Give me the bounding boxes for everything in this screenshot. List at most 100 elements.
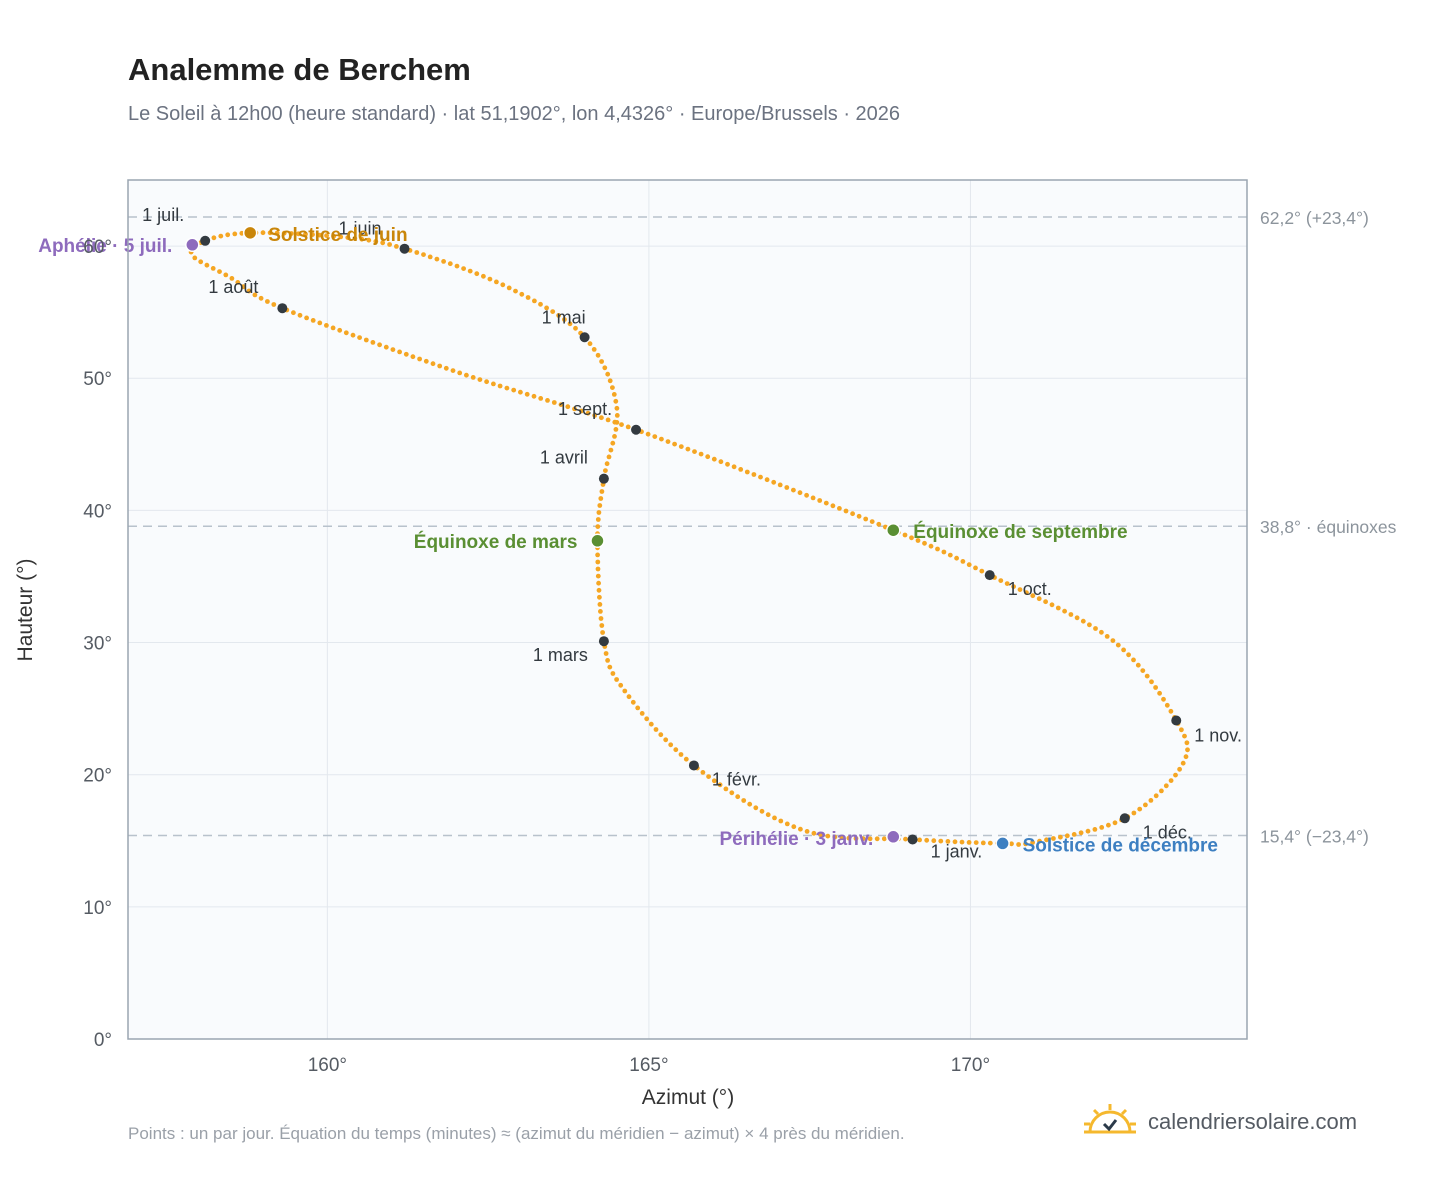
daily-point: [685, 446, 691, 452]
daily-point: [403, 351, 409, 357]
special-point-label: Équinoxe de septembre: [913, 521, 1127, 543]
daily-point: [741, 798, 747, 803]
y-tick-label: 0°: [94, 1030, 112, 1051]
daily-point: [1004, 581, 1010, 586]
daily-point: [518, 389, 523, 395]
daily-point: [729, 790, 735, 796]
daily-point: [1153, 685, 1158, 690]
special-point-marker: [185, 237, 200, 253]
daily-point: [1009, 841, 1014, 847]
daily-point: [1058, 834, 1063, 840]
daily-point: [1148, 798, 1154, 803]
daily-point: [550, 309, 556, 314]
daily-point: [258, 295, 264, 301]
daily-point: [229, 276, 235, 281]
y-tick-label: 30°: [83, 634, 112, 655]
daily-point: [595, 573, 601, 579]
daily-point: [481, 273, 486, 279]
daily-point: [924, 837, 930, 843]
daily-point: [303, 231, 308, 237]
daily-point: [204, 262, 210, 268]
daily-point: [565, 404, 571, 410]
daily-point: [723, 786, 729, 792]
daily-point: [663, 737, 669, 743]
daily-point: [947, 552, 953, 558]
special-point-marker: [886, 829, 901, 845]
daily-point: [602, 365, 608, 371]
daily-point: [1078, 830, 1084, 836]
daily-point: [764, 477, 770, 483]
daily-point: [731, 464, 737, 470]
daily-point: [317, 320, 323, 326]
daily-point: [591, 347, 597, 352]
daily-point: [288, 231, 294, 236]
daily-point: [304, 315, 309, 321]
daily-point: [487, 276, 493, 282]
daily-point: [1185, 747, 1190, 753]
daily-point: [1112, 820, 1118, 826]
daily-point: [599, 489, 605, 494]
daily-point: [1030, 593, 1036, 599]
daily-point: [1016, 842, 1021, 847]
daily-point: [1183, 754, 1189, 760]
daily-point: [945, 839, 951, 844]
daily-point: [558, 402, 564, 407]
daily-point: [1153, 793, 1159, 799]
month-marker: [598, 636, 609, 647]
daily-point: [607, 664, 613, 670]
reference-line-label: 62,2° (+23,4°): [1260, 208, 1369, 228]
daily-point: [1140, 668, 1146, 673]
daily-point: [1087, 622, 1092, 628]
month-marker: [631, 424, 642, 435]
daily-point: [653, 727, 659, 732]
month-label: 1 avril: [540, 448, 588, 468]
daily-point: [753, 805, 759, 811]
daily-point: [1017, 587, 1023, 592]
daily-point: [717, 782, 723, 788]
daily-point: [1051, 836, 1056, 841]
daily-point: [441, 259, 446, 264]
daily-point: [235, 280, 241, 285]
daily-point: [1104, 634, 1110, 639]
daily-point: [1080, 618, 1086, 624]
month-marker: [1171, 715, 1182, 726]
month-marker: [1119, 813, 1130, 824]
daily-point: [331, 233, 337, 239]
month-label: 1 juin: [339, 219, 382, 239]
daily-point: [519, 291, 525, 297]
daily-point: [698, 451, 704, 457]
daily-point: [1168, 708, 1174, 714]
daily-point: [630, 699, 636, 705]
daily-point: [1115, 642, 1121, 648]
daily-point: [705, 454, 711, 460]
daily-point: [524, 391, 530, 397]
month-marker: [277, 303, 288, 314]
daily-point: [778, 818, 784, 824]
daily-point: [771, 479, 777, 485]
brand-logo[interactable]: calendriersolaire.com: [1082, 1102, 1357, 1142]
daily-point: [599, 359, 604, 364]
daily-point: [931, 838, 937, 844]
daily-point: [902, 532, 908, 538]
month-markers: 1 janv. 1 févr. 1 mars 1 avril 1 mai 1 juin 1 …: [142, 205, 1242, 862]
daily-point: [1144, 673, 1150, 679]
daily-point: [447, 261, 453, 267]
daily-point: [598, 616, 604, 621]
plot-border: [127, 179, 1248, 1040]
daily-point: [281, 230, 287, 236]
daily-point: [744, 469, 750, 475]
daily-point: [500, 282, 506, 288]
daily-point: [291, 310, 296, 316]
special-point-marker: [590, 533, 605, 549]
daily-point: [397, 349, 402, 355]
daily-point: [1131, 657, 1136, 663]
daily-point: [987, 840, 993, 846]
daily-point: [504, 385, 510, 391]
daily-point: [491, 381, 496, 387]
daily-point: [587, 341, 593, 347]
daily-point: [352, 236, 358, 241]
daily-point: [1177, 766, 1182, 772]
daily-point: [1030, 840, 1035, 845]
daily-point: [271, 302, 277, 307]
reference-line-label: 15,4° (−23,4°): [1260, 826, 1369, 846]
